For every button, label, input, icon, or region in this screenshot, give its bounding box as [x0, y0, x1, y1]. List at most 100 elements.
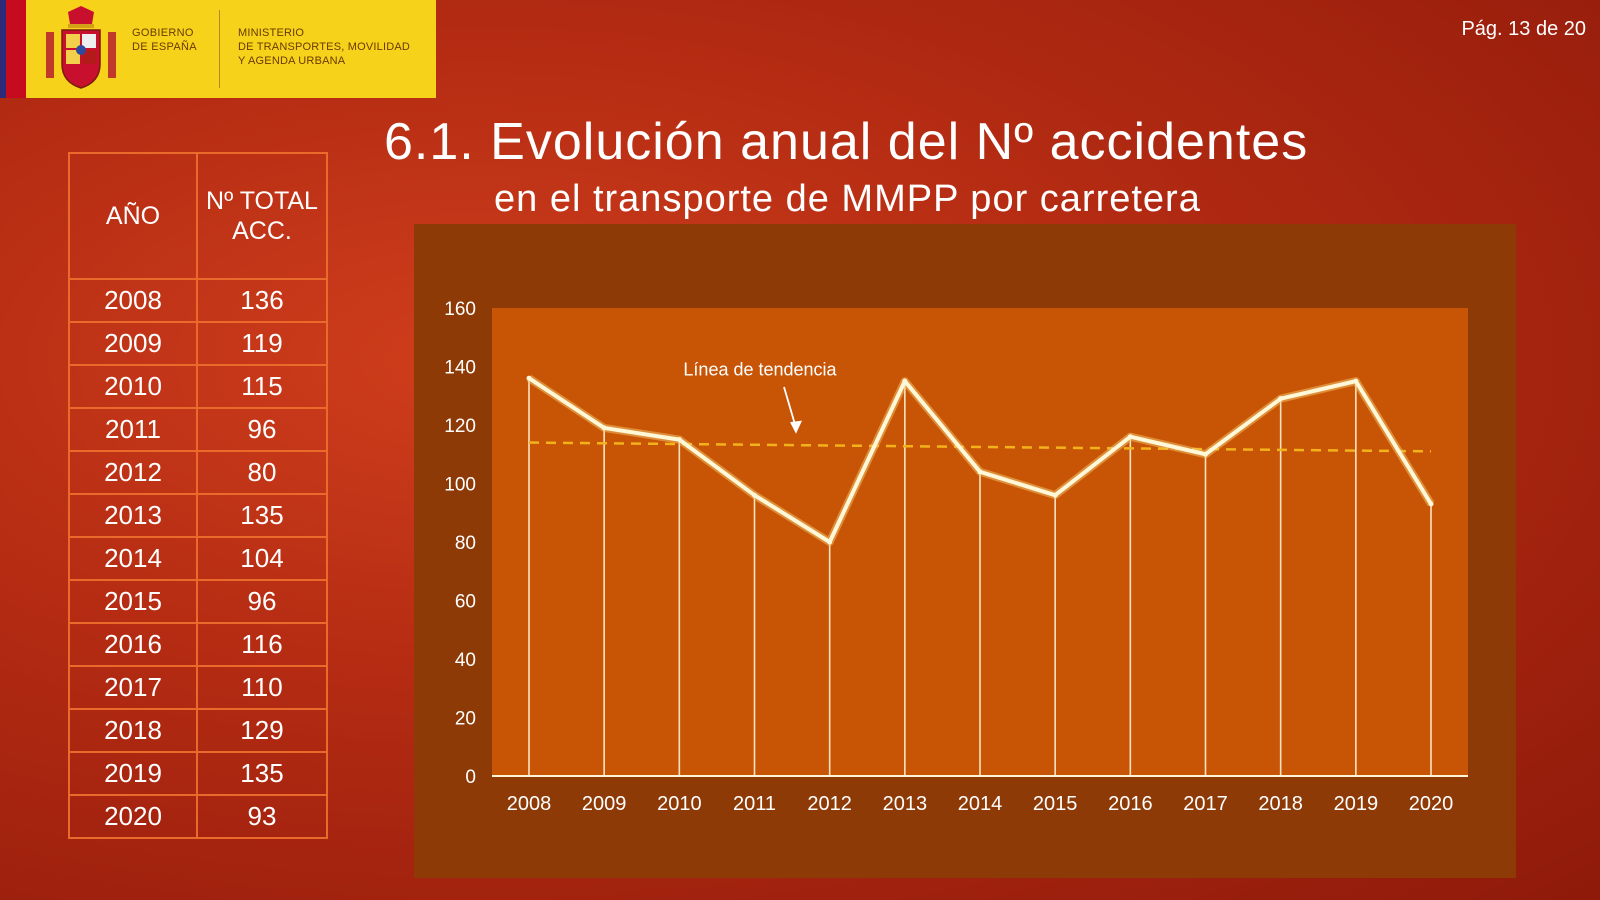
ministry-line-3: Y AGENDA URBANA: [238, 55, 346, 67]
year-cell: 2019: [68, 751, 198, 796]
data-point: [1203, 451, 1208, 457]
data-point: [1353, 378, 1359, 384]
y-tick-label: 160: [444, 299, 476, 320]
x-tick-label: 2018: [1258, 793, 1303, 815]
x-tick-label: 2012: [807, 793, 852, 815]
data-point: [526, 375, 532, 381]
table-row: 2017 110: [68, 665, 328, 710]
line-chart: 0 20 40 60 80 100 120 140 160 2008 2009 2010 2011 201…: [444, 299, 1468, 815]
year-column-header: AÑO: [68, 152, 198, 280]
data-point: [752, 492, 757, 498]
data-point: [1127, 434, 1133, 440]
value-cell: 96: [196, 579, 328, 624]
data-point: [1052, 492, 1058, 498]
data-point: [1428, 501, 1434, 507]
gov-line-2: DE ESPAÑA: [132, 41, 197, 53]
year-cell: 2009: [68, 321, 198, 366]
table-row: 2009 119: [68, 321, 328, 366]
coat-of-arms-icon: [46, 6, 116, 89]
government-banner: GOBIERNO DE ESPAÑA MINISTERIO DE TRANSPO…: [26, 0, 436, 98]
table-header-row: AÑO Nº TOTAL ACC.: [68, 152, 328, 280]
year-cell: 2017: [68, 665, 198, 710]
y-tick-label: 60: [455, 592, 476, 613]
y-tick-label: 140: [444, 358, 476, 379]
y-tick-label: 40: [455, 650, 476, 671]
value-cell: 119: [196, 321, 328, 366]
total-header-line-1: Nº TOTAL: [206, 187, 318, 215]
data-point: [977, 469, 983, 475]
y-tick-label: 100: [444, 475, 476, 496]
year-cell: 2011: [68, 407, 198, 452]
ministry-name: MINISTERIO DE TRANSPORTES, MOVILIDAD Y A…: [238, 26, 410, 68]
value-cell: 80: [196, 450, 328, 495]
year-cell: 2020: [68, 794, 198, 839]
year-cell: 2008: [68, 278, 198, 323]
table-row: 2015 96: [68, 579, 328, 624]
banner-divider: [219, 10, 220, 88]
accidents-table: AÑO Nº TOTAL ACC. 2008 136 2009 119 2010 11…: [68, 152, 328, 839]
trend-annotation-arrowhead: [790, 420, 802, 434]
x-tick-label: 2009: [582, 793, 627, 815]
y-tick-label: 0: [465, 767, 476, 788]
x-tick-label: 2020: [1409, 793, 1454, 815]
table-row: 2011 96: [68, 407, 328, 452]
trend-line: [528, 441, 1432, 453]
value-cell: 110: [196, 665, 328, 710]
year-cell: 2018: [68, 708, 198, 753]
table-row: 2020 93: [68, 794, 328, 839]
year-cell: 2013: [68, 493, 198, 538]
table-row: 2019 135: [68, 751, 328, 796]
y-tick-label: 80: [455, 533, 476, 554]
year-cell: 2010: [68, 364, 198, 409]
table-row: 2012 80: [68, 450, 328, 495]
data-point: [902, 378, 908, 384]
total-column-header: Nº TOTAL ACC.: [196, 152, 328, 280]
x-tick-label: 2017: [1183, 793, 1228, 815]
table-row: 2008 136: [68, 278, 328, 323]
data-point: [827, 539, 833, 545]
x-tick-label: 2015: [1033, 793, 1078, 815]
x-tick-label: 2016: [1108, 793, 1153, 815]
value-cell: 135: [196, 493, 328, 538]
table-row: 2018 129: [68, 708, 328, 753]
chart-panel: 0 20 40 60 80 100 120 140 160 2008 2009 2010 2011 201…: [414, 224, 1516, 878]
value-cell: 116: [196, 622, 328, 667]
x-tick-label: 2019: [1334, 793, 1379, 815]
year-cell: 2016: [68, 622, 198, 667]
x-tick-label: 2011: [733, 793, 776, 815]
year-cell: 2015: [68, 579, 198, 624]
value-cell: 135: [196, 751, 328, 796]
year-cell: 2012: [68, 450, 198, 495]
x-tick-label: 2010: [657, 793, 702, 815]
table-row: 2016 116: [68, 622, 328, 667]
page-number: Pág. 13 de 20: [1461, 18, 1586, 40]
total-header-line-2: ACC.: [232, 217, 292, 245]
trend-annotation-arrow: [783, 386, 797, 429]
gov-line-1: GOBIERNO: [132, 27, 194, 39]
ministry-line-2: DE TRANSPORTES, MOVILIDAD: [238, 41, 411, 53]
value-cell: 93: [196, 794, 328, 839]
data-point: [601, 425, 607, 431]
data-point: [676, 437, 682, 443]
ministry-line-1: MINISTERIO: [238, 27, 305, 39]
y-tick-label: 20: [455, 709, 476, 730]
x-tick-label: 2014: [958, 793, 1003, 815]
table-row: 2010 115: [68, 364, 328, 409]
y-tick-label: 120: [444, 416, 476, 437]
slide-subtitle: en el transporte de MMPP por carretera: [494, 178, 1201, 220]
value-cell: 104: [196, 536, 328, 581]
table-row: 2014 104: [68, 536, 328, 581]
x-tick-label: 2013: [883, 793, 928, 815]
government-name: GOBIERNO DE ESPAÑA: [132, 26, 197, 54]
value-cell: 136: [196, 278, 328, 323]
x-tick-label: 2008: [507, 793, 552, 815]
slide-title: 6.1. Evolución anual del Nº accidentes: [384, 113, 1309, 171]
flag-strip: [0, 0, 26, 98]
table-row: 2013 135: [68, 493, 328, 538]
trend-annotation-label: Línea de tendencia: [683, 359, 837, 379]
value-cell: 129: [196, 708, 328, 753]
value-cell: 96: [196, 407, 328, 452]
value-cell: 115: [196, 364, 328, 409]
data-point: [1278, 396, 1284, 402]
year-cell: 2014: [68, 536, 198, 581]
